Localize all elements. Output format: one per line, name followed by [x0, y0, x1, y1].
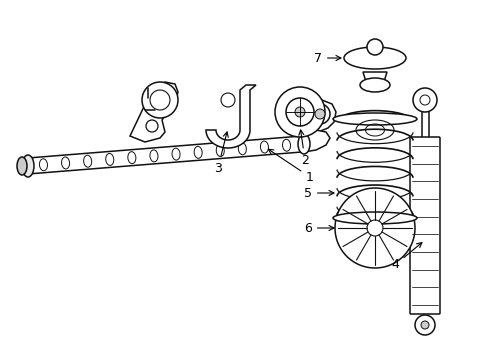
Ellipse shape: [22, 155, 34, 177]
Ellipse shape: [194, 147, 202, 158]
Ellipse shape: [61, 157, 69, 169]
Circle shape: [412, 88, 436, 112]
Circle shape: [294, 107, 305, 117]
Text: 2: 2: [298, 130, 308, 166]
Text: 1: 1: [268, 149, 313, 184]
Text: 5: 5: [304, 186, 333, 199]
Ellipse shape: [83, 155, 91, 167]
Ellipse shape: [343, 47, 405, 69]
Ellipse shape: [216, 145, 224, 157]
Circle shape: [420, 321, 428, 329]
Text: 6: 6: [304, 221, 333, 234]
Circle shape: [146, 120, 158, 132]
Polygon shape: [130, 82, 178, 142]
Polygon shape: [205, 85, 256, 148]
Circle shape: [366, 220, 382, 236]
Ellipse shape: [150, 150, 158, 162]
Polygon shape: [302, 100, 335, 136]
Circle shape: [285, 98, 313, 126]
Text: 4: 4: [390, 243, 421, 271]
Ellipse shape: [17, 157, 27, 175]
Ellipse shape: [260, 141, 268, 153]
Ellipse shape: [297, 134, 309, 154]
FancyBboxPatch shape: [409, 137, 439, 314]
Circle shape: [274, 87, 325, 137]
Ellipse shape: [282, 139, 290, 151]
Ellipse shape: [105, 153, 114, 166]
Text: 3: 3: [214, 132, 228, 175]
Ellipse shape: [238, 143, 246, 155]
Ellipse shape: [40, 159, 47, 171]
Circle shape: [419, 95, 429, 105]
Circle shape: [314, 109, 325, 119]
Ellipse shape: [332, 113, 416, 125]
Ellipse shape: [332, 212, 416, 224]
Circle shape: [414, 315, 434, 335]
Circle shape: [366, 39, 382, 55]
Circle shape: [334, 188, 414, 268]
Polygon shape: [28, 136, 302, 174]
Ellipse shape: [172, 148, 180, 160]
Circle shape: [309, 104, 329, 124]
Polygon shape: [302, 130, 329, 152]
Ellipse shape: [359, 78, 389, 92]
Polygon shape: [362, 72, 386, 85]
Circle shape: [150, 90, 170, 110]
Polygon shape: [421, 108, 427, 138]
Text: 7: 7: [313, 51, 340, 64]
Ellipse shape: [127, 152, 136, 164]
Circle shape: [221, 93, 235, 107]
Circle shape: [142, 82, 178, 118]
